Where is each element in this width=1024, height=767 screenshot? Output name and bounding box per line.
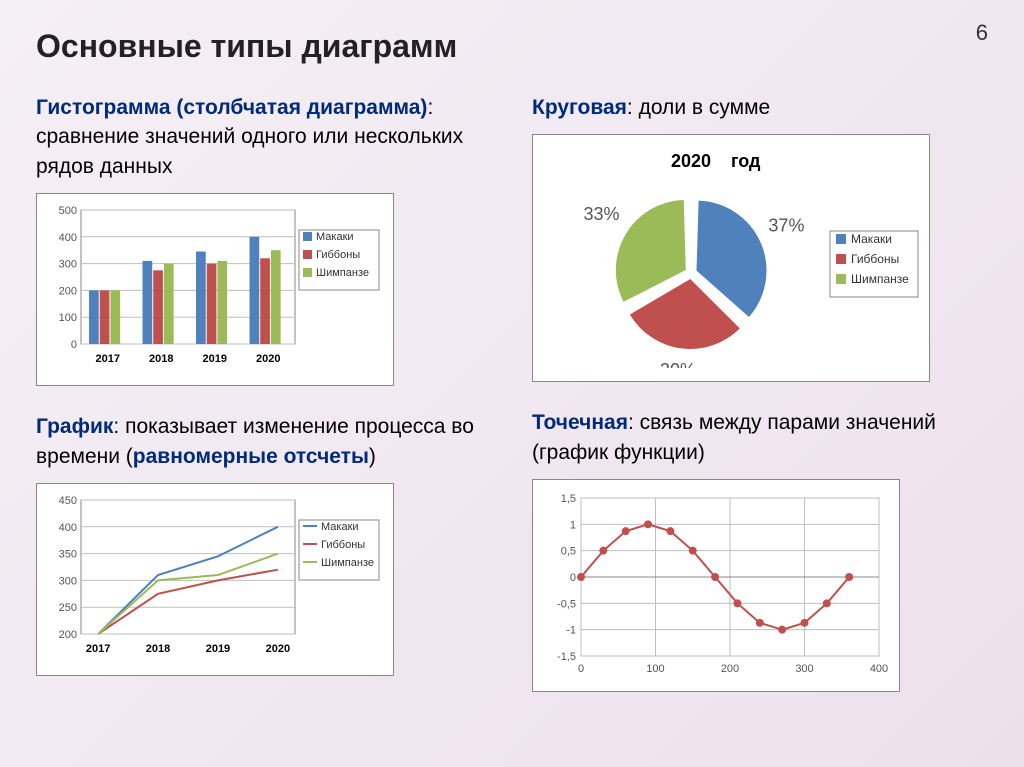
linechart-section: График: показывает изменение процесса во…: [36, 412, 492, 676]
svg-text:200: 200: [59, 286, 77, 298]
scatter-chart: -1,5 -1 -0,5 0 0,5 1 1,5 0 100 200 300 400: [532, 479, 900, 692]
svg-text:1: 1: [570, 520, 576, 532]
histogram-section: Гистограмма (столбчатая диаграмма): срав…: [36, 93, 492, 386]
svg-text:30%: 30%: [660, 361, 696, 369]
svg-text:Макаки: Макаки: [851, 232, 892, 246]
histogram-chart: 0 100 200 300 400 500 2017 2018 2019 2020 Макаки Ги…: [36, 193, 394, 386]
svg-text:400: 400: [870, 663, 888, 675]
pie-desc: Круговая: доли в сумме: [532, 93, 988, 122]
page-number: 6: [976, 20, 988, 46]
svg-text:год: год: [731, 151, 761, 171]
svg-text:400: 400: [59, 522, 77, 534]
svg-text:2017: 2017: [96, 353, 120, 365]
svg-text:2020: 2020: [671, 151, 711, 171]
svg-text:0: 0: [570, 572, 576, 584]
svg-text:0: 0: [71, 339, 77, 351]
svg-text:450: 450: [59, 495, 77, 507]
line-chart: 200 250 300 350 400 450 2017 2018 2019 2020 Макаки…: [36, 483, 394, 676]
svg-text:33%: 33%: [583, 204, 619, 224]
slide-title: Основные типы диаграмм: [36, 28, 988, 65]
svg-text:2019: 2019: [203, 353, 227, 365]
linechart-desc: График: показывает изменение процесса во…: [36, 412, 492, 471]
svg-text:2019: 2019: [206, 643, 230, 655]
svg-text:300: 300: [59, 259, 77, 271]
svg-text:-1,5: -1,5: [557, 651, 576, 663]
scatter-desc: Точечная: связь между парами значений (г…: [532, 408, 988, 467]
svg-text:Гиббоны: Гиббоны: [851, 252, 899, 266]
svg-text:Макаки: Макаки: [316, 231, 354, 243]
svg-text:0,5: 0,5: [561, 546, 576, 558]
svg-text:100: 100: [646, 663, 664, 675]
svg-text:2018: 2018: [149, 353, 173, 365]
svg-text:2020: 2020: [256, 353, 280, 365]
svg-text:-0,5: -0,5: [557, 599, 576, 611]
svg-text:0: 0: [578, 663, 584, 675]
svg-text:300: 300: [795, 663, 813, 675]
svg-text:350: 350: [59, 549, 77, 561]
svg-text:-1: -1: [566, 625, 576, 637]
svg-text:100: 100: [59, 312, 77, 324]
pie-section: Круговая: доли в сумме 2020 год 37% 30% 33% М…: [532, 93, 988, 382]
svg-text:300: 300: [59, 575, 77, 587]
svg-text:1,5: 1,5: [561, 493, 576, 505]
svg-text:Макаки: Макаки: [321, 521, 359, 533]
svg-text:250: 250: [59, 602, 77, 614]
svg-text:Шимпанзе: Шимпанзе: [851, 272, 909, 286]
svg-text:Шимпанзе: Шимпанзе: [316, 267, 369, 279]
pie-chart: 2020 год 37% 30% 33% Макаки Гиббоны Шимпанзе: [532, 134, 930, 382]
svg-text:2020: 2020: [266, 643, 290, 655]
svg-text:200: 200: [721, 663, 739, 675]
scatter-section: Точечная: связь между парами значений (г…: [532, 408, 988, 692]
svg-text:Гиббоны: Гиббоны: [316, 249, 360, 261]
svg-text:2018: 2018: [146, 643, 170, 655]
svg-text:200: 200: [59, 629, 77, 641]
svg-text:Гиббоны: Гиббоны: [321, 539, 365, 551]
svg-text:400: 400: [59, 232, 77, 244]
histogram-desc: Гистограмма (столбчатая диаграмма): срав…: [36, 93, 492, 181]
svg-text:37%: 37%: [768, 216, 804, 236]
svg-text:500: 500: [59, 205, 77, 217]
svg-text:Шимпанзе: Шимпанзе: [321, 557, 374, 569]
svg-text:2017: 2017: [86, 643, 110, 655]
